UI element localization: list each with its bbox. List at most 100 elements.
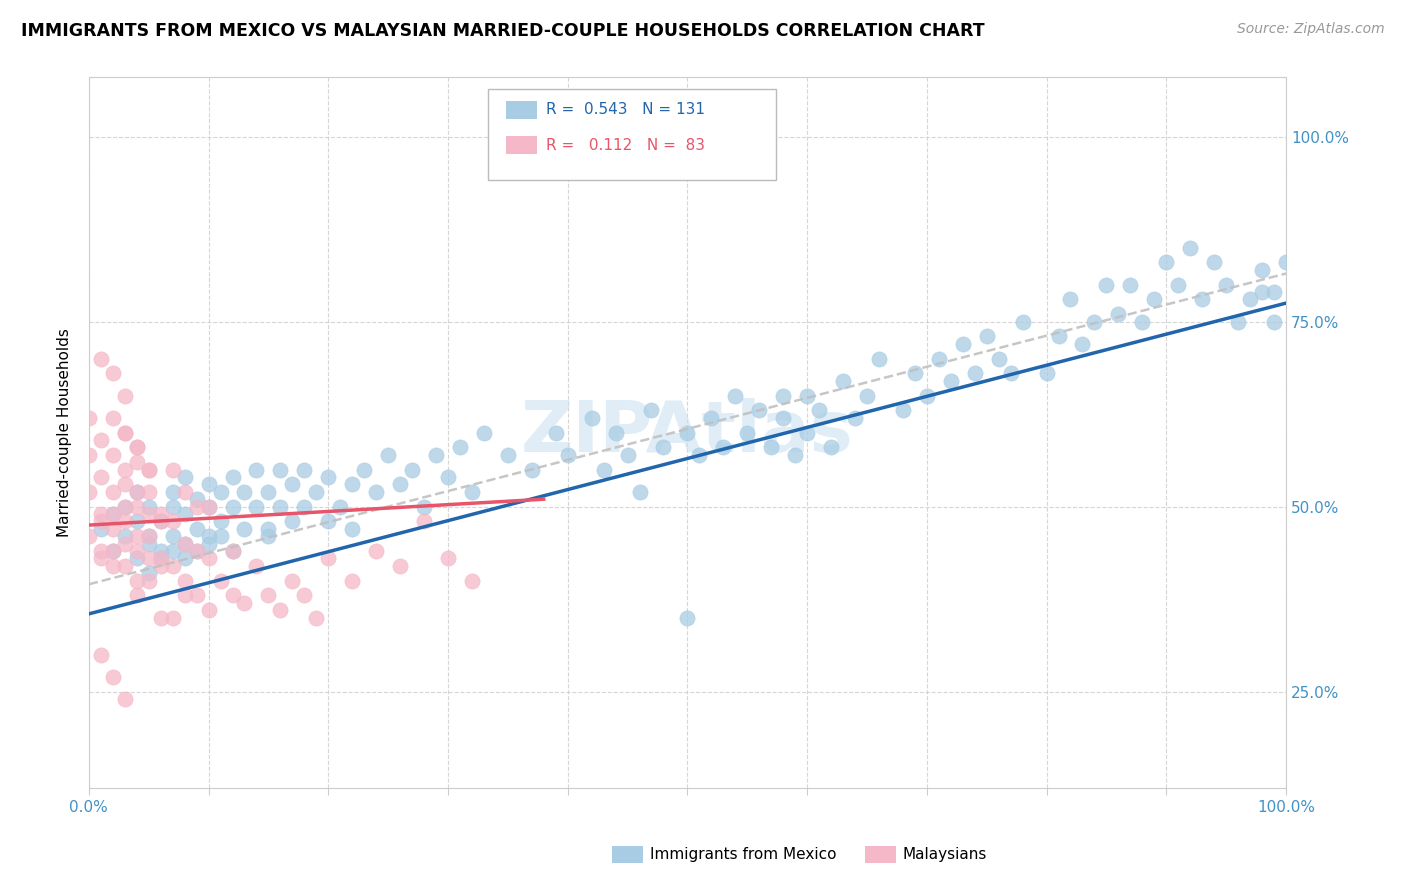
Point [90,648,112,662]
Point [90,433,112,447]
Point [114,515,136,529]
Point [138,574,160,588]
Point [114,500,136,514]
Point [77,529,100,543]
Point [138,529,160,543]
Point [186,544,208,558]
Point [162,529,184,543]
Point [269,500,291,514]
Point [366,544,388,558]
Point [90,507,112,521]
Point [90,551,112,566]
Point [186,500,208,514]
Point [114,536,136,550]
Point [281,477,304,491]
Point [209,574,232,588]
Point [114,529,136,543]
Point [724,388,747,402]
Point [197,551,219,566]
Point [292,500,315,514]
Point [233,484,256,499]
Point [1071,336,1094,351]
Point [1167,277,1189,292]
Point [186,588,208,602]
Point [735,425,758,440]
Point [138,484,160,499]
Point [472,425,495,440]
Point [976,329,998,343]
Point [138,462,160,476]
Point [209,484,232,499]
Point [173,470,195,484]
Point [904,367,927,381]
Point [138,536,160,550]
Point [114,425,136,440]
Point [125,500,148,514]
Point [1263,285,1285,299]
Point [461,484,484,499]
Point [149,544,172,558]
Point [162,500,184,514]
Point [915,388,938,402]
Point [963,367,986,381]
Point [796,388,818,402]
Point [173,507,195,521]
Point [114,500,136,514]
Point [292,588,315,602]
Point [125,551,148,566]
Point [173,574,195,588]
Point [149,515,172,529]
Point [90,351,112,366]
Point [173,484,195,499]
Text: ZIPAtlas: ZIPAtlas [522,398,853,467]
Point [952,336,974,351]
Point [605,425,627,440]
Point [269,462,291,476]
Point [437,551,460,566]
Point [676,425,699,440]
Point [77,448,100,462]
Point [616,448,638,462]
Point [342,574,364,588]
Point [1191,293,1213,307]
Point [125,484,148,499]
Point [761,441,783,455]
Point [1227,315,1250,329]
Point [101,522,124,536]
Point [281,574,304,588]
Point [125,484,148,499]
Point [125,544,148,558]
Point [269,603,291,617]
Point [173,536,195,550]
Point [233,596,256,610]
Point [305,610,328,624]
Point [676,610,699,624]
Point [1000,367,1022,381]
Point [233,522,256,536]
Point [1095,277,1118,292]
Point [461,574,484,588]
Point [197,529,219,543]
Point [832,374,855,388]
Point [125,441,148,455]
Point [928,351,950,366]
Text: IMMIGRANTS FROM MEXICO VS MALAYSIAN MARRIED-COUPLE HOUSEHOLDS CORRELATION CHART: IMMIGRANTS FROM MEXICO VS MALAYSIAN MARR… [21,22,984,40]
Point [90,544,112,558]
Point [1130,315,1153,329]
Point [688,448,710,462]
Point [209,515,232,529]
Point [162,544,184,558]
Point [125,574,148,588]
Point [90,522,112,536]
Point [316,551,339,566]
Point [101,367,124,381]
Point [389,558,412,573]
Point [101,558,124,573]
Point [125,515,148,529]
Point [149,551,172,566]
Point [221,544,243,558]
Text: R =  0.543   N = 131: R = 0.543 N = 131 [546,103,704,117]
Point [245,558,267,573]
Point [652,441,675,455]
Point [77,410,100,425]
